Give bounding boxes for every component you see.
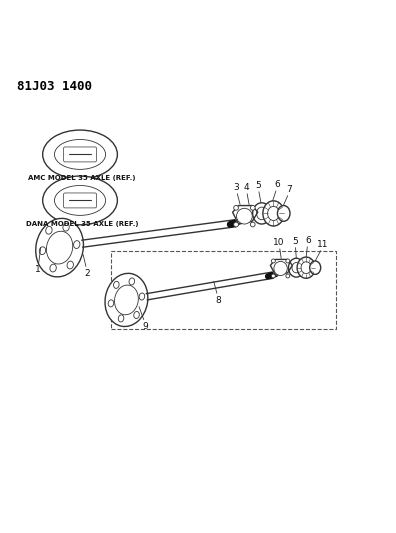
Ellipse shape [250,222,255,227]
Ellipse shape [286,259,290,263]
Text: 4: 4 [243,183,249,192]
Text: 11: 11 [316,240,328,249]
Text: 10: 10 [273,238,285,247]
Ellipse shape [253,203,271,224]
Ellipse shape [301,262,311,273]
Text: DANA MODEL 35 AXLE (REF.): DANA MODEL 35 AXLE (REF.) [26,221,138,227]
Text: 5: 5 [255,181,261,190]
Text: 5: 5 [292,237,298,246]
FancyBboxPatch shape [63,147,97,162]
Polygon shape [232,206,258,224]
Ellipse shape [74,241,80,248]
Ellipse shape [297,257,315,278]
Ellipse shape [105,273,148,327]
Ellipse shape [310,261,321,274]
Ellipse shape [234,205,238,210]
Ellipse shape [250,205,255,210]
Ellipse shape [257,207,267,220]
Ellipse shape [108,300,114,307]
Ellipse shape [114,281,119,288]
Ellipse shape [63,223,69,231]
Ellipse shape [46,227,52,234]
Ellipse shape [268,206,280,221]
FancyBboxPatch shape [63,193,97,208]
Text: 8: 8 [215,296,221,305]
Text: AMC MODEL 35 AXLE (REF.): AMC MODEL 35 AXLE (REF.) [28,175,136,181]
Ellipse shape [114,285,138,315]
Ellipse shape [67,261,73,269]
Ellipse shape [50,264,56,272]
Ellipse shape [129,278,135,285]
Ellipse shape [55,140,106,169]
Ellipse shape [286,274,290,278]
Text: 1: 1 [35,265,41,274]
Ellipse shape [36,219,84,277]
Text: 7: 7 [286,185,292,194]
Ellipse shape [292,263,301,273]
Ellipse shape [271,274,275,278]
Ellipse shape [118,315,124,322]
Ellipse shape [134,311,139,319]
Text: 6: 6 [274,180,280,189]
Text: 2: 2 [84,269,90,278]
Ellipse shape [43,130,117,179]
Ellipse shape [274,261,287,276]
Ellipse shape [288,259,304,277]
Ellipse shape [271,259,275,263]
Ellipse shape [43,176,117,225]
Ellipse shape [263,201,284,226]
Ellipse shape [278,206,290,221]
Polygon shape [270,260,292,275]
Text: 3: 3 [233,183,239,192]
Ellipse shape [234,222,238,227]
Ellipse shape [46,231,73,264]
Text: 81J03 1400: 81J03 1400 [17,80,92,93]
Ellipse shape [39,247,46,255]
Text: 6: 6 [305,236,311,245]
Ellipse shape [139,293,145,300]
Ellipse shape [236,208,252,224]
Bar [112,251,336,329]
Text: 9: 9 [142,322,148,332]
Ellipse shape [55,185,106,215]
